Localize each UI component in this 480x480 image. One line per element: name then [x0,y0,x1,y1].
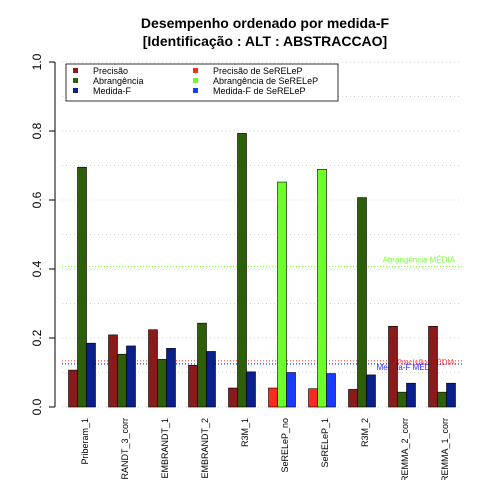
x-axis-labels: Priberam_1 RANDT_3_corr EMBRANDT_1 EMBRANDT… [80,418,450,480]
chart-title-line1: Desempenho ordenado por medida-F [141,15,390,31]
bar [86,342,96,408]
legend-label: Precisão [93,66,128,76]
y-axis: 0.0 0.2 0.4 0.6 0.8 1.0 [30,53,56,415]
bar [117,353,127,408]
y-tick-label: 0.4 [30,260,44,277]
bar [388,325,398,408]
x-tick-label: EMBRANDT_2 [200,418,210,479]
bar [228,387,238,408]
bar [246,371,256,408]
y-tick-label: 0.0 [30,398,44,415]
bar [406,382,416,408]
legend-label: Precisão de SeRELeP [213,66,303,76]
bar [437,391,447,408]
bar [317,168,327,408]
bar [77,166,87,408]
legend-swatch [193,68,198,73]
bar [268,387,278,408]
legend-label: Medida-F de SeRELeP [213,86,306,96]
x-tick-label: REMMA_2_corr [400,418,410,480]
bar [397,391,407,408]
bar [197,322,207,408]
x-tick-label: R3M_1 [240,418,250,447]
bar [108,334,118,408]
reference-line-label: Medida-F MÉDIA [377,363,439,372]
bar [188,364,198,408]
y-tick-label: 0.6 [30,191,44,208]
bar [348,389,358,408]
chart-title-line2: [Identificação : ALT : ABSTRACCAO] [143,33,387,49]
legend-box [65,63,339,102]
bar [286,372,296,408]
y-tick-label: 0.2 [30,329,44,346]
reference-line-label: Abrangência MÉDIA [383,256,456,265]
legend-label: Abrangência de SeRELeP [213,76,318,86]
legend-label: Abrangência [93,76,144,86]
legend-swatch [73,68,78,73]
bar [357,197,367,408]
y-tick-label: 0.8 [30,122,44,139]
legend-swatch [193,88,198,93]
bar [126,345,136,408]
bar [446,382,456,408]
bar [68,369,78,408]
bar [308,388,318,408]
bars [68,133,456,408]
bar [428,325,438,408]
x-tick-label: EMBRANDT_1 [160,418,170,479]
bar [277,181,287,408]
reference-line-label: Precisão MÉDIA [396,358,455,367]
bar [206,351,216,408]
x-tick-label: RANDT_3_corr [120,418,130,480]
x-tick-label: SeRELeP_1 [320,418,330,468]
x-tick-label: R3M_2 [360,418,370,447]
legend-swatch [73,78,78,83]
bar [237,133,247,408]
bar [148,329,158,408]
legend-swatch [193,78,198,83]
x-tick-label: Priberam_1 [80,418,90,465]
legend-label: Medida-F [93,86,132,96]
bar [366,374,376,408]
legend-swatch [73,88,78,93]
bar [326,373,336,408]
x-tick-label: SeRELeP_no [280,418,290,473]
y-tick-label: 1.0 [30,53,44,70]
bar [166,348,176,408]
bar [157,359,167,408]
x-tick-label: REMMA_1_corr [440,418,450,480]
